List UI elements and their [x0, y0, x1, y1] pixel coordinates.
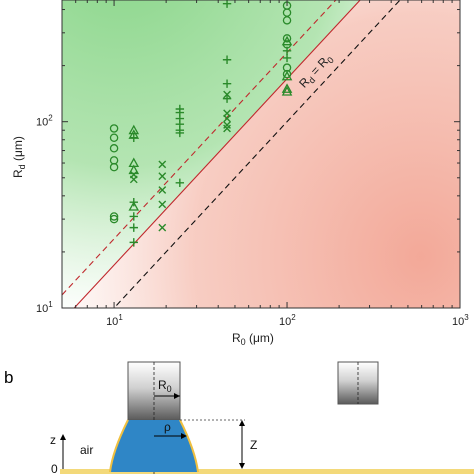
data-point-circle	[282, 69, 292, 79]
interface-left	[109, 419, 129, 473]
data-point-plus	[222, 0, 232, 8]
data-point-plus	[175, 128, 185, 138]
data-point-circle	[109, 214, 119, 224]
upper-region-shading	[62, 0, 460, 308]
y-tick-label: 102	[36, 114, 53, 129]
droplet-schematic: b R0 ρ Z z air 0	[4, 361, 474, 474]
data-point-plus	[129, 212, 138, 221]
x-tick-label: 101	[106, 313, 123, 328]
data-point-x	[129, 175, 138, 184]
data-point-plus	[222, 55, 232, 64]
axis-ticks: 101 102 103 101 102	[36, 0, 469, 328]
data-point-x	[158, 160, 167, 169]
y-axis-label: Rd (μm)	[11, 136, 27, 178]
data-point-plus	[129, 238, 138, 247]
r0-arrowhead	[174, 393, 180, 399]
data-point-x	[158, 172, 167, 181]
data-point-x	[223, 114, 231, 123]
data-point-x	[223, 124, 231, 133]
data-point-plus	[129, 133, 138, 142]
data-points	[109, 0, 293, 247]
interface-right	[179, 419, 199, 473]
reference-line-identity	[113, 0, 401, 308]
data-point-plus	[282, 53, 292, 63]
liquid-bridge	[110, 420, 198, 472]
air-label: air	[80, 443, 93, 457]
substrate	[60, 469, 474, 474]
reference-lines	[62, 0, 401, 308]
y-tick-label: 101	[36, 300, 53, 315]
reference-line-dashed	[62, 0, 337, 296]
data-point-triangle	[281, 86, 293, 96]
data-point-x	[158, 223, 167, 232]
data-point-circle	[109, 133, 119, 143]
data-point-circle	[109, 124, 119, 133]
z-arrowhead-top	[239, 420, 245, 426]
data-point-plus	[222, 94, 232, 103]
x-tick-label: 103	[452, 313, 469, 328]
rho-label: ρ	[164, 420, 171, 434]
r0-label: R0	[158, 378, 172, 394]
data-point-plus	[129, 197, 138, 207]
z-arrowhead-bottom	[239, 463, 245, 469]
data-point-triangle	[128, 201, 140, 211]
data-point-circle	[282, 16, 292, 25]
z-axis-arrowhead	[60, 434, 66, 440]
data-point-plus	[222, 79, 232, 88]
data-point-triangle	[128, 164, 140, 175]
nozzle-left	[127, 361, 181, 421]
data-point-circle	[109, 212, 119, 221]
data-point-x	[158, 200, 167, 209]
panel-label-b: b	[4, 368, 13, 387]
z-axis-label: z	[50, 433, 56, 447]
data-point-triangle	[281, 83, 293, 93]
x-axis-label: R0 (μm)	[232, 331, 274, 347]
rho-arrowhead	[181, 433, 187, 439]
data-point-plus	[282, 46, 292, 56]
x-tick-label: 102	[279, 313, 296, 328]
plot-frame	[61, 0, 461, 309]
zero-label: 0	[51, 462, 58, 474]
data-point-plus	[175, 178, 185, 187]
data-point-triangle	[281, 70, 293, 81]
z-height-label: Z	[250, 438, 257, 452]
data-point-x	[223, 121, 231, 129]
reference-line-solid	[73, 0, 361, 308]
data-point-plus	[129, 223, 138, 232]
data-point-circle	[109, 144, 119, 153]
data-point-circle	[282, 34, 292, 43]
lower-region-shading	[62, 0, 460, 308]
data-point-triangle	[281, 35, 293, 46]
data-point-x	[223, 90, 231, 99]
data-point-circle	[109, 162, 119, 172]
data-point-x	[158, 186, 167, 194]
